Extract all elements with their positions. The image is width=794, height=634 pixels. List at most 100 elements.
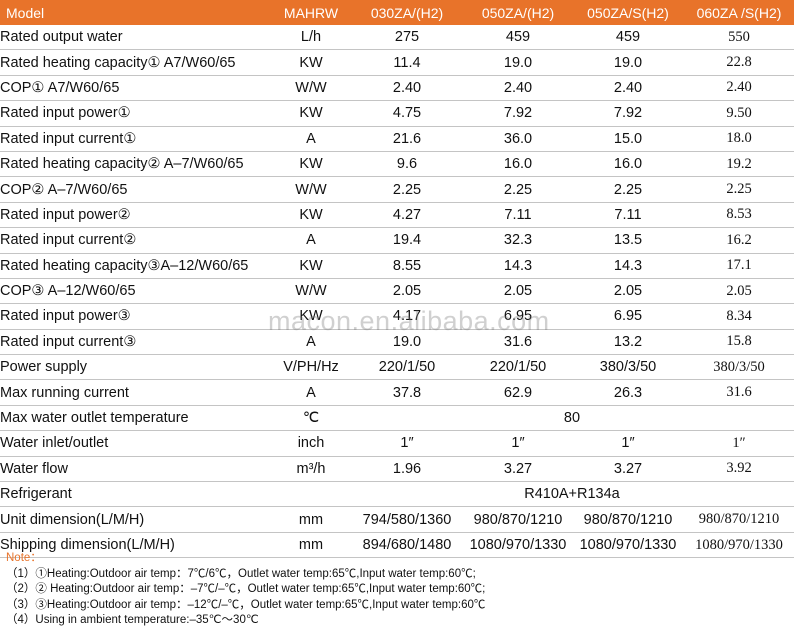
cell-value: 2.25 <box>350 176 464 203</box>
cell-value: 4.27 <box>350 202 464 229</box>
cell-value: 2.25 <box>464 176 572 203</box>
cell-value: 37.8 <box>350 379 464 406</box>
cell-value: 8.34 <box>684 303 794 330</box>
spec-table: Model MAHRW 030ZA/(H2) 050ZA/(H2) 050ZA/… <box>0 0 794 559</box>
cell-value: 8.55 <box>350 253 464 279</box>
cell-value: 19.4 <box>350 227 464 254</box>
cell-value: 1″ <box>572 430 684 457</box>
row-unit: W/W <box>272 176 350 203</box>
table-row: Refrigerant R410A+R134a <box>0 481 794 508</box>
row-label: Unit dimension(L/M/H) <box>0 506 272 533</box>
row-label: COP② A–7/W60/65 <box>0 176 272 203</box>
cell-value: 31.6 <box>684 379 794 406</box>
cell-value: 2.40 <box>350 75 464 102</box>
cell-value: 19.0 <box>572 49 684 76</box>
cell-value: 16.0 <box>464 151 572 178</box>
row-unit: KW <box>272 100 350 127</box>
row-unit: KW <box>272 151 350 178</box>
cell-value: 32.3 <box>464 227 572 254</box>
notes-title: Note： <box>6 552 42 564</box>
cell-value: 980/870/1210 <box>572 506 684 533</box>
cell-value: 16.2 <box>684 227 794 254</box>
table-row: Rated input current② A 19.4 32.3 13.5 16.2 <box>0 227 794 254</box>
cell-value: 275 <box>350 25 464 51</box>
row-label: Shipping dimension(L/M/H) <box>0 532 272 559</box>
cell-value: 15.8 <box>684 329 794 356</box>
row-label: Rated output water <box>0 25 272 51</box>
cell-value: 18.0 <box>684 126 794 152</box>
row-label: Rated input current② <box>0 227 272 254</box>
row-unit: KW <box>272 202 350 229</box>
table-row: Rated heating capacity① A7/W60/65 KW 11.4 1… <box>0 49 794 76</box>
row-unit: W/W <box>272 278 350 305</box>
header-model-4: 060ZA /S(H2) <box>684 0 794 25</box>
cell-value: 2.05 <box>684 278 794 305</box>
table-row: Rated input current③ A 19.0 31.6 13.2 15.8 <box>0 329 794 356</box>
cell-value: 380/3/50 <box>572 354 684 381</box>
row-label: COP① A7/W60/65 <box>0 75 272 102</box>
cell-value: 220/1/50 <box>464 354 572 381</box>
note-line: （2）② Heating:Outdoor air temp：–7℃/–℃，Out… <box>6 583 486 596</box>
cell-value: 2.05 <box>350 278 464 305</box>
cell-value: 17.1 <box>684 253 794 279</box>
cell-value: 3.27 <box>464 456 572 483</box>
cell-value: 9.50 <box>684 100 794 127</box>
cell-value: 6.95 <box>572 303 684 330</box>
table-row: Unit dimension(L/M/H) mm 794/580/1360 980/8… <box>0 506 794 533</box>
cell-value: 14.3 <box>464 253 572 279</box>
row-label: COP③ A–12/W60/65 <box>0 278 272 305</box>
row-unit: V/PH/Hz <box>272 354 350 381</box>
cell-value: 7.11 <box>464 202 572 229</box>
cell-value: 980/870/1210 <box>684 506 794 533</box>
cell-value: 13.5 <box>572 227 684 254</box>
row-label: Refrigerant <box>0 481 272 508</box>
header-model-2: 050ZA/(H2) <box>464 0 572 25</box>
cell-value: 2.25 <box>684 176 794 203</box>
cell-value: 2.40 <box>684 75 794 102</box>
cell-value: 1″ <box>684 430 794 457</box>
cell-value: 1″ <box>350 430 464 457</box>
cell-value: 3.27 <box>572 456 684 483</box>
table-row: COP③ A–12/W60/65 W/W 2.05 2.05 2.05 2.05 <box>0 278 794 305</box>
table-row: Rated input power② KW 4.27 7.11 7.11 8.53 <box>0 202 794 229</box>
table-row: Rated output water L/h 275 459 459 550 <box>0 25 794 51</box>
row-label: Rated heating capacity① A7/W60/65 <box>0 49 272 76</box>
table-row: Max water outlet temperature ℃ 80 <box>0 405 794 432</box>
cell-value: 794/580/1360 <box>350 506 464 533</box>
spec-body: Rated output water L/h 275 459 459 550 Rated h… <box>0 25 794 559</box>
row-unit: ℃ <box>272 405 350 432</box>
table-row: Power supply V/PH/Hz 220/1/50 220/1/50 380/3… <box>0 354 794 381</box>
row-label: Power supply <box>0 354 272 381</box>
row-unit: KW <box>272 253 350 279</box>
cell-value: 14.3 <box>572 253 684 279</box>
row-label: Max running current <box>0 379 272 406</box>
cell-value: 31.6 <box>464 329 572 356</box>
cell-value: 7.11 <box>572 202 684 229</box>
cell-value: 21.6 <box>350 126 464 152</box>
cell-value: 894/680/1480 <box>350 532 464 559</box>
cell-value: 550 <box>684 25 794 51</box>
row-unit: KW <box>272 49 350 76</box>
row-unit: KW <box>272 303 350 330</box>
notes: Note： （1）①Heating:Outdoor air temp：7℃/6℃… <box>6 551 485 629</box>
cell-value: 220/1/50 <box>350 354 464 381</box>
table-row: Rated input power① KW 4.75 7.92 7.92 9.50 <box>0 100 794 127</box>
row-unit: W/W <box>272 75 350 102</box>
header-model: Model <box>0 0 272 25</box>
merged-value: R410A+R134a <box>350 481 794 508</box>
row-unit: m³/h <box>272 456 350 483</box>
note-line: （1）①Heating:Outdoor air temp：7℃/6℃，Outle… <box>6 567 476 580</box>
cell-value: 11.4 <box>350 49 464 76</box>
cell-value: 459 <box>572 25 684 51</box>
cell-value: 19.0 <box>350 329 464 356</box>
header-model-1: 030ZA/(H2) <box>350 0 464 25</box>
cell-value: 459 <box>464 25 572 51</box>
cell-value: 2.25 <box>572 176 684 203</box>
table-row: Max running current A 37.8 62.9 26.3 31.6 <box>0 379 794 406</box>
cell-value: 7.92 <box>572 100 684 127</box>
table-row: Rated input current① A 21.6 36.0 15.0 18.0 <box>0 126 794 152</box>
cell-value: 1″ <box>464 430 572 457</box>
cell-value: 1080/970/1330 <box>464 532 572 559</box>
row-unit <box>272 481 350 508</box>
table-row: Water inlet/outlet inch 1″ 1″ 1″ 1″ <box>0 430 794 457</box>
